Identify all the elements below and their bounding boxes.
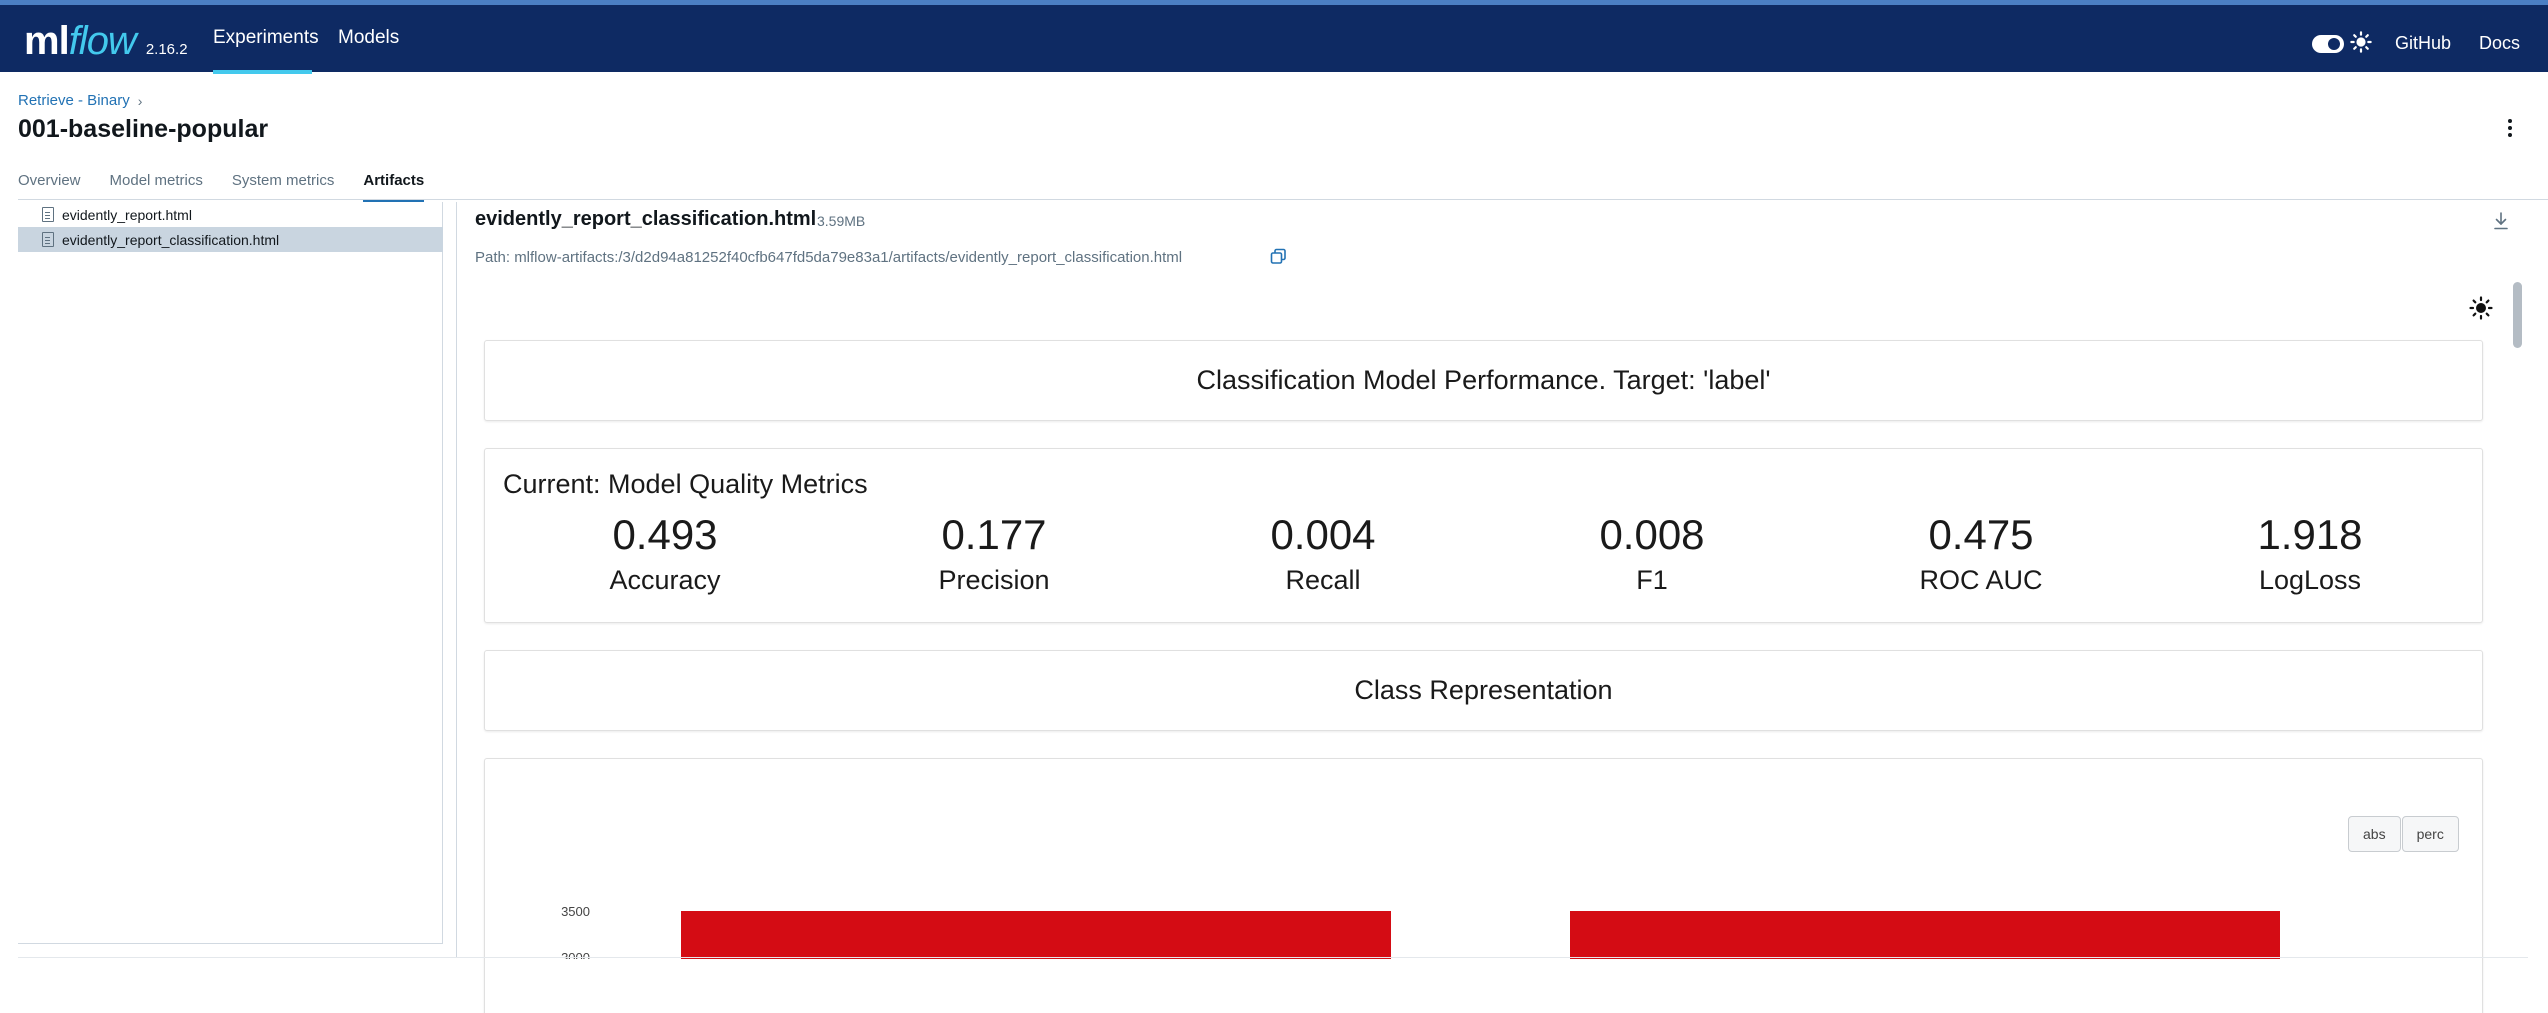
metric-label: Precision <box>938 565 1050 595</box>
metric-accuracy: 0.493 Accuracy <box>515 507 815 597</box>
tabs-divider <box>18 199 2548 200</box>
theme-toggle[interactable] <box>2312 35 2344 53</box>
metric-value: 1.918 <box>2257 511 2363 558</box>
metric-value: 0.004 <box>1270 511 1376 558</box>
class-representation-title: Class Representation <box>1354 675 1613 705</box>
breadcrumb-link[interactable]: Retrieve - Binary <box>18 92 130 109</box>
metric-label: Recall <box>1285 565 1361 595</box>
metric-value: 0.177 <box>941 511 1047 558</box>
metric-precision: 0.177 Precision <box>844 507 1144 597</box>
file-name: evidently_report.html <box>62 206 192 223</box>
chart-bar[interactable] <box>681 911 1391 959</box>
class-representation-chart: 3000 3500 abs perc <box>484 758 2483 1013</box>
metric-label: F1 <box>1636 565 1668 595</box>
metric-recall: 0.004 Recall <box>1173 507 1473 597</box>
sun-icon[interactable] <box>2350 31 2372 53</box>
perc-button[interactable]: perc <box>2401 816 2459 852</box>
run-tabs: Overview Model metrics System metrics Ar… <box>18 172 453 202</box>
y-tick-label: 3000 <box>561 950 590 959</box>
file-icon <box>42 207 54 222</box>
artifact-file-tree: evidently_report.html evidently_report_c… <box>18 202 443 944</box>
chart-canvas: 3000 3500 <box>561 904 2280 959</box>
metric-logloss: 1.918 LogLoss <box>2160 507 2460 597</box>
metric-label: ROC AUC <box>1919 565 2043 595</box>
metric-value: 0.493 <box>612 511 718 558</box>
tab-overview[interactable]: Overview <box>18 172 81 189</box>
file-icon <box>42 232 54 247</box>
copy-icon[interactable] <box>1270 248 1287 265</box>
tab-artifacts[interactable]: Artifacts <box>363 172 425 202</box>
artifact-size: 3.59MB <box>817 213 866 229</box>
more-options-icon[interactable] <box>2502 116 2518 140</box>
abs-button[interactable]: abs <box>2348 816 2401 852</box>
page-bottom-border <box>18 957 2528 958</box>
nav-docs[interactable]: Docs <box>2479 33 2521 53</box>
nav-experiments[interactable]: Experiments <box>213 27 319 48</box>
tab-system-metrics[interactable]: System metrics <box>231 172 335 189</box>
metric-label: LogLoss <box>2258 565 2362 595</box>
metrics-card: Current: Model Quality Metrics 0.493 Acc… <box>484 448 2483 623</box>
chart-mode-buttons: abs perc <box>2348 816 2460 852</box>
download-icon[interactable] <box>2492 210 2510 232</box>
metric-label: Accuracy <box>609 565 721 595</box>
page-title: 001-baseline-popular <box>18 115 269 143</box>
file-name: evidently_report_classification.html <box>62 231 280 248</box>
nav-active-indicator <box>213 70 312 74</box>
chevron-right-icon: › <box>137 92 143 109</box>
metric-roc-auc: 0.475 ROC AUC <box>1831 507 2131 597</box>
artifact-name: evidently_report_classification.html <box>475 208 817 230</box>
panel-divider[interactable] <box>456 202 457 958</box>
logo-ml: ml <box>24 19 70 63</box>
report-title-card: Classification Model Performance. Target… <box>484 340 2483 421</box>
file-tree-item-selected[interactable]: evidently_report_classification.html <box>18 227 443 252</box>
mlflow-logo[interactable]: ml flow 2.16.2 <box>24 19 188 63</box>
chart-bar[interactable] <box>1570 911 2280 959</box>
logo-flow: flow <box>68 19 137 63</box>
top-nav: ml flow 2.16.2 Experiments Models GitHub… <box>0 0 2548 74</box>
artifact-path: Path: mlflow-artifacts:/3/d2d94a81252f40… <box>475 249 1183 266</box>
y-tick-label: 3500 <box>561 904 590 919</box>
nav-models[interactable]: Models <box>338 27 400 48</box>
tab-model-metrics[interactable]: Model metrics <box>109 172 203 189</box>
metric-value: 0.475 <box>1928 511 2034 558</box>
report-scrollbar[interactable] <box>2513 282 2522 348</box>
metric-value: 0.008 <box>1599 511 1705 558</box>
report-title: Classification Model Performance. Target… <box>1196 365 1771 395</box>
version-label: 2.16.2 <box>145 41 188 58</box>
metrics-title: Current: Model Quality Metrics <box>503 469 868 499</box>
theme-sun-icon[interactable] <box>2469 296 2493 320</box>
breadcrumb: Retrieve - Binary › <box>18 92 142 109</box>
file-tree-item[interactable]: evidently_report.html <box>18 202 443 227</box>
metric-f1: 0.008 F1 <box>1502 507 1802 597</box>
class-representation-card: Class Representation <box>484 650 2483 731</box>
nav-github[interactable]: GitHub <box>2395 33 2452 53</box>
